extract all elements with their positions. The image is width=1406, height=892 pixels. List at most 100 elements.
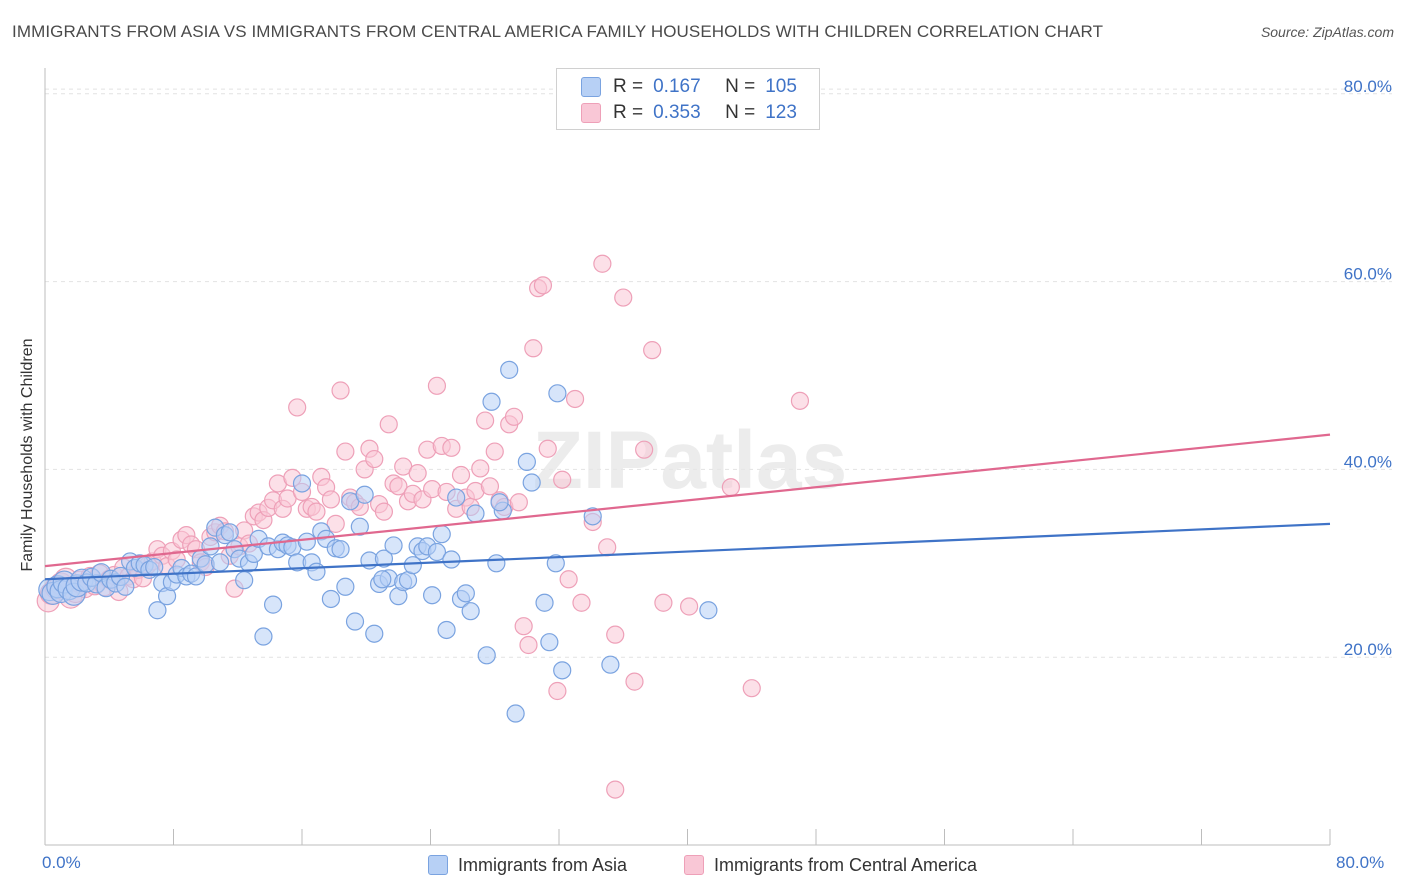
asia-point [553, 661, 572, 680]
central-america-point [471, 459, 490, 478]
asia-point [365, 624, 384, 643]
legend-swatch-asia [581, 77, 601, 97]
correlation-legend: R = 0.167 N = 105 R = 0.353 N = 123 [556, 68, 820, 130]
asia-point [437, 620, 456, 640]
legend-r-value-central-america: 0.353 [653, 102, 701, 123]
legend-swatch-central-america [581, 103, 601, 123]
asia-point [517, 452, 536, 471]
central-america-point [476, 411, 495, 430]
central-america-point [598, 538, 617, 557]
central-america-point [321, 490, 341, 509]
y-tick-label: 60.0% [1344, 265, 1392, 284]
central-america-point [365, 449, 384, 469]
central-america-point [643, 341, 662, 360]
central-america-point [331, 381, 350, 400]
source-credit: Source: ZipAtlas.com [1260, 24, 1394, 40]
central-america-point [565, 389, 585, 409]
asia-point [456, 584, 475, 603]
asia-point [423, 586, 442, 605]
central-america-point [480, 477, 500, 496]
central-america-point [742, 679, 761, 698]
central-america-point [559, 570, 578, 589]
asia-point [148, 601, 167, 620]
central-america-point [625, 672, 644, 691]
asia-point [601, 655, 620, 674]
asia-point [490, 493, 509, 512]
bottom-legend-label-central-america: Immigrants from Central America [714, 854, 978, 875]
legend-r-label: R = [613, 76, 644, 97]
asia-point [403, 556, 422, 575]
x-tick-label-max: 80.0% [1336, 853, 1385, 872]
asia-point [307, 562, 326, 581]
central-america-point [288, 398, 307, 417]
central-america-point [548, 681, 567, 701]
asia-point [373, 570, 392, 589]
bottom-legend-swatch-asia [428, 855, 448, 875]
y-tick-label: 80.0% [1344, 77, 1392, 96]
bottom-legend-swatch-central-america [684, 855, 704, 875]
axes [44, 68, 1331, 846]
central-america-point [408, 464, 427, 483]
central-america-point [514, 617, 533, 636]
central-america-point [509, 493, 528, 512]
asia-point [461, 602, 480, 621]
legend-n-label: N = [725, 102, 756, 123]
legend-r-label: R = [613, 102, 644, 123]
asia-point [201, 537, 220, 556]
asia-point [331, 540, 350, 559]
central-america-point [790, 391, 810, 410]
asia-point [432, 525, 451, 544]
asia-point [292, 474, 312, 493]
central-america-point [593, 254, 612, 273]
central-america-point [389, 477, 408, 496]
y-tick-label: 20.0% [1344, 640, 1392, 659]
central-america-point [524, 339, 543, 358]
chart-title: IMMIGRANTS FROM ASIA VS IMMIGRANTS FROM … [12, 22, 1104, 41]
legend-r-value-asia: 0.167 [653, 76, 701, 97]
asia-point [506, 704, 525, 723]
bottom-legend-central-america: Immigrants from Central America [684, 852, 977, 878]
asia-point [116, 577, 135, 596]
central-america-point [442, 438, 461, 457]
asia-point [384, 536, 403, 555]
legend-row-central-america: R = 0.353 N = 123 [581, 100, 797, 126]
central-america-point [721, 478, 740, 497]
central-america-point [635, 440, 654, 459]
asia-point [546, 554, 565, 573]
central-america-point [553, 470, 572, 489]
asia-point [447, 488, 466, 507]
asia-point [466, 504, 485, 523]
asia-point [477, 646, 496, 665]
central-america-point [326, 514, 345, 533]
legend-n-value-central-america: 123 [765, 102, 797, 123]
central-america-point [485, 442, 504, 461]
central-america-point [606, 780, 625, 799]
central-america-point [654, 593, 673, 612]
y-axis-label: Family Households with Children [19, 338, 36, 572]
asia-point [442, 550, 461, 569]
central-america-point [374, 502, 394, 521]
asia-point [350, 517, 369, 536]
x-tick-label-min: 0.0% [42, 853, 81, 872]
legend-n-label: N = [725, 76, 756, 97]
y-tick-label: 40.0% [1344, 452, 1392, 471]
asia-point [336, 577, 355, 596]
legend-row-asia: R = 0.167 N = 105 [581, 74, 797, 100]
asia-point [345, 612, 365, 631]
asia-point [548, 384, 567, 403]
asia-point [522, 473, 541, 492]
asia-point [427, 542, 447, 562]
asia-point [321, 589, 341, 609]
asia-point [482, 392, 501, 411]
central-america-point [451, 465, 471, 485]
bottom-legend-asia: Immigrants from Asia [428, 852, 627, 878]
asia-point [210, 553, 230, 572]
central-america-point [504, 407, 524, 426]
asia-point [540, 633, 559, 652]
central-america-point [427, 376, 447, 395]
asia-point [355, 485, 374, 504]
trend-line-central-america [44, 433, 1331, 568]
trend-lines [44, 433, 1331, 581]
central-america-point [379, 415, 398, 434]
